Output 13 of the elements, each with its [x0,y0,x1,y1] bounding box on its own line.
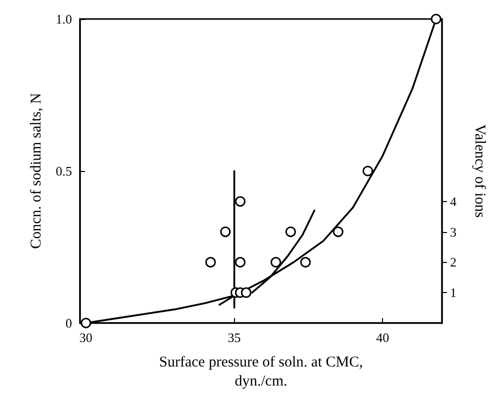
y2-tick-label: 3 [450,224,456,240]
y2-tick-label: 4 [450,194,457,209]
y2-tick-label: 1 [450,285,456,300]
y2-tick-label: 2 [450,254,456,270]
x-tick-label: 35 [228,330,241,345]
y-tick-label: 0.5 [56,164,72,178]
y-axis-title: Concn. of sodium salts, N [28,92,44,249]
y-tick-label: 1.0 [56,12,72,26]
x-tick-label: 40 [376,330,390,345]
x-tick-label: 30 [79,330,92,345]
y2-axis-title: Valency of ions [472,124,488,218]
y-tick-label: 0 [66,316,72,330]
x-axis-title: Surface pressure of soln. at CMC, dyn./cm. [159,354,363,390]
